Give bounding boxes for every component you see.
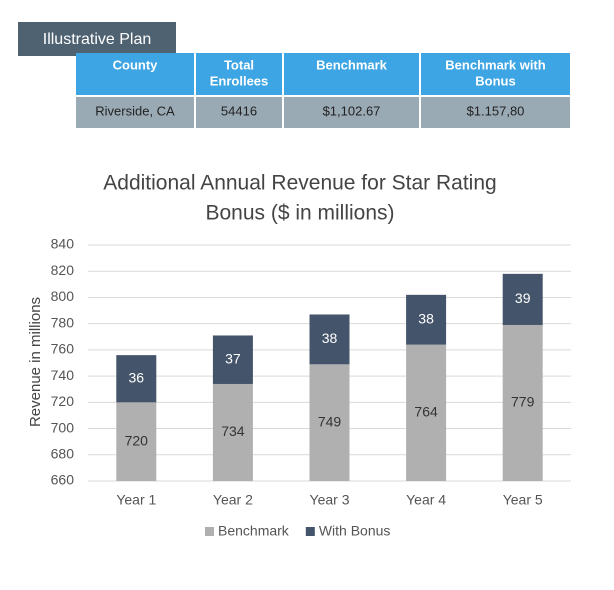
tag: Illustrative Plan — [43, 31, 152, 48]
header-cell — [284, 53, 419, 95]
header-cell — [196, 53, 282, 95]
data-label: 764 — [414, 404, 438, 420]
bar-segment — [309, 364, 350, 481]
y-tick-label: 760 — [51, 341, 75, 357]
cell-text: $1.157,80 — [467, 103, 525, 118]
header-text: Total — [224, 57, 254, 72]
bar-segment — [502, 324, 543, 481]
y-tick-label: 780 — [51, 314, 75, 330]
bar-segment — [406, 344, 447, 481]
header-cell — [421, 53, 570, 95]
x-tick-label: Year 1 — [116, 492, 156, 508]
legend-swatch — [305, 527, 315, 536]
bar-segment — [212, 335, 253, 384]
table-cell — [196, 97, 282, 128]
bar-segment — [116, 402, 157, 481]
x-tick-label: Year 2 — [213, 492, 253, 508]
y-axis-label: Revenue in millions — [27, 297, 44, 427]
y-tick-label: 680 — [51, 445, 75, 461]
data-label: 749 — [318, 413, 342, 429]
y-tick-label: 700 — [51, 419, 75, 435]
header-text: Benchmark — [316, 57, 388, 72]
data-label: 38 — [322, 330, 338, 346]
bar-segment — [502, 273, 543, 325]
data-label: 779 — [511, 394, 535, 410]
bar-segment — [406, 294, 447, 345]
data-label: 36 — [129, 369, 145, 385]
y-tick-label: 740 — [51, 367, 75, 383]
header-text: County — [113, 57, 159, 72]
cell-text: Riverside, CA — [95, 103, 175, 118]
data-label: 38 — [418, 310, 434, 326]
data-label: 720 — [125, 432, 149, 448]
header-text: Bonus — [475, 73, 515, 88]
x-tick-label: Year 4 — [406, 492, 446, 508]
tag-box — [18, 22, 176, 56]
table-cell — [421, 97, 570, 128]
chart-title: Additional Annual Revenue for Star Ratin… — [103, 172, 496, 195]
header-text: Enrollees — [210, 73, 269, 88]
data-label: 734 — [221, 423, 245, 439]
table-cell — [284, 97, 419, 128]
bar-segment — [212, 383, 253, 481]
y-tick-label: 820 — [51, 262, 75, 278]
y-tick-label: 840 — [51, 236, 75, 252]
x-tick-label: Year 3 — [310, 492, 350, 508]
bar-segment — [116, 355, 157, 403]
x-tick-label: Year 5 — [503, 492, 543, 508]
chart-title: Bonus ($ in millions) — [205, 202, 394, 225]
table-cell — [76, 97, 194, 128]
legend-swatch — [205, 527, 214, 536]
header-cell — [76, 53, 194, 95]
y-tick-label: 720 — [51, 393, 75, 409]
y-tick-label: 800 — [51, 288, 75, 304]
bar-segment — [309, 314, 350, 365]
y-tick-label: 660 — [51, 472, 75, 488]
data-label: 37 — [225, 350, 241, 366]
data-label: 39 — [515, 290, 531, 306]
legend-label: Benchmark — [218, 523, 290, 539]
header-text: Benchmark with — [445, 57, 545, 72]
legend-label: With Bonus — [319, 523, 391, 539]
cell-text: 54416 — [221, 103, 257, 118]
cell-text: $1,102.67 — [323, 103, 381, 118]
